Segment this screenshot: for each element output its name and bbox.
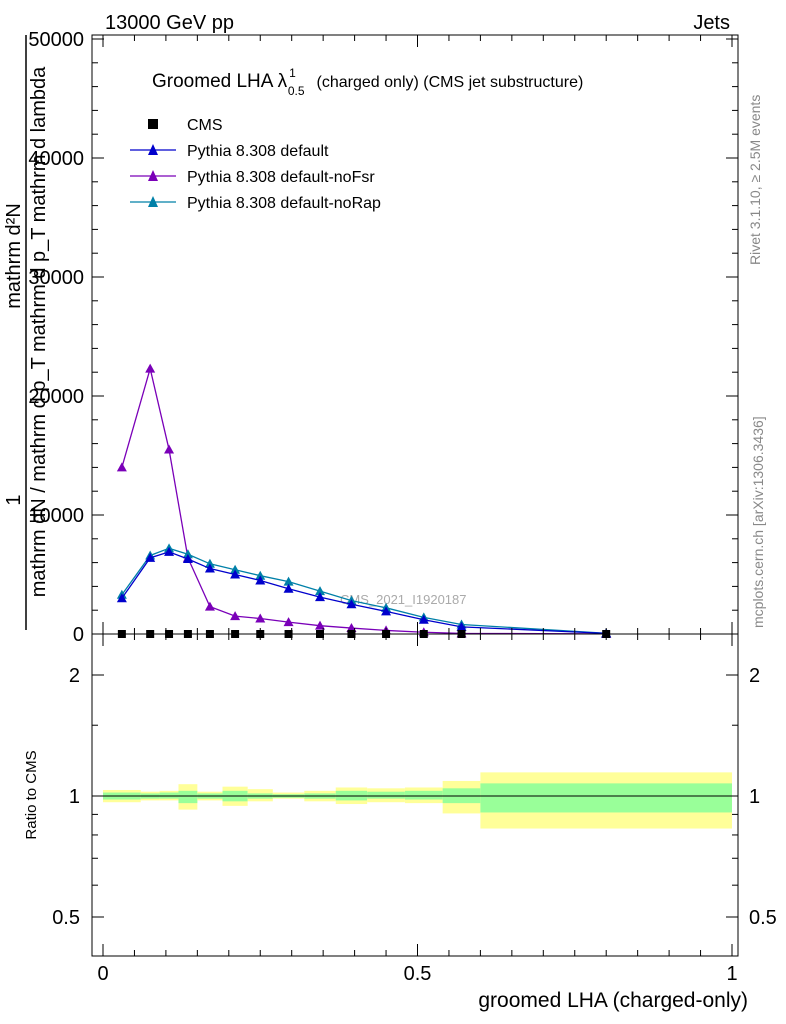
data-point [315,586,326,596]
legend-label: Pythia 8.308 default-noRap [187,195,381,212]
ylabel-line3: mathrm dN / mathrm d p_T mathrm d p_T ma… [28,66,50,597]
main-y-tick-label: 20000 [28,386,84,408]
data-point [204,563,215,573]
main-title-sup: 1 [289,66,296,80]
legend-marker [148,170,158,181]
data-point [255,613,266,623]
ratio-plot: 0.5 0.51 12 2 0 0.5 1 Ratio to CMS groomed LH… [23,633,777,1012]
ratio-y-tick-label-right: 0.5 [749,907,777,929]
data-point [230,611,241,621]
legend-label: Pythia 8.308 default [187,143,329,160]
rivet-label: Rivet 3.1.10, ≥ 2.5M events [747,95,763,265]
data-point [182,549,193,559]
ratio-inner-band [480,783,732,813]
legend-item: Pythia 8.308 default-noRap [130,195,381,212]
data-point [116,462,127,472]
data-point [381,606,392,616]
data-point [283,617,294,627]
data-point [346,623,357,633]
ratio-y-tick-label: 1 [69,786,80,808]
main-y-tick-label: 50000 [28,29,84,51]
legend-marker [148,119,158,129]
ratio-inner-band [178,790,198,804]
main-title-rest: (charged only) (CMS jet substructure) [317,74,584,91]
main-y-tick-label: 40000 [28,148,84,170]
main-title-text: Groomed LHA λ [152,71,288,92]
ratio-y-tick-label: 0.5 [52,907,80,929]
main-x-ticks [102,35,733,634]
data-point [230,564,241,574]
watermark: CMS_2021_I1920187 [340,592,467,607]
header-jets: Jets [693,12,730,34]
legend-item: Pythia 8.308 default-noFsr [130,169,375,186]
ratio-inner-band [404,790,443,800]
ratio-x-ticks: 0 0.5 1 [97,634,738,985]
legend: CMS Pythia 8.308 default Pythia 8.308 defa… [130,117,381,212]
legend-label: Pythia 8.308 default-noFsr [187,169,375,186]
ratio-y-tick-label: 2 [69,665,80,687]
data-point [182,554,193,564]
main-y-tick-label: 0 [73,624,84,646]
ratio-plot-frame [91,633,739,957]
data-point [418,614,429,624]
main-plot: CMS_2021_I1920187 0 10000 20000 30000 40000 5… [3,29,739,646]
main-y-ticks: 0 10000 20000 30000 40000 50000 [28,29,738,646]
data-point [346,599,357,609]
main-title: Groomed LHA λ 1 0.5 (charged only) (CMS jet… [152,66,583,98]
main-y-tick-label: 10000 [28,505,84,527]
legend-item: Pythia 8.308 default [130,143,329,160]
data-point [255,570,266,580]
data-point [315,620,326,630]
legend-label: CMS [187,117,223,134]
series-line [121,547,607,634]
main-y-tick-label: 30000 [28,267,84,289]
ratio-band-layer [103,772,732,829]
data-point [164,546,175,556]
ratio-y-ticks: 0.5 0.5 1 1 2 2 [52,665,777,929]
data-point [116,593,127,603]
x-tick-label: 0 [97,963,108,985]
ratio-inner-band [367,791,405,799]
ylabel-line1: 1 [3,494,25,505]
data-point [230,569,241,579]
data-point [255,575,266,585]
ratio-y-tick-label-right: 1 [749,786,760,808]
legend-marker [148,144,158,155]
ratio-y-tick-label-right: 2 [749,665,760,687]
legend-item: CMS [148,117,223,134]
data-point [145,552,156,562]
data-point [283,583,294,593]
x-axis-label: groomed LHA (charged-only) [478,989,748,1012]
series-3 [116,543,612,638]
data-point [315,592,326,602]
data-point [164,444,175,454]
data-point [283,576,294,586]
x-tick-label: 1 [726,963,737,985]
data-point [204,558,215,568]
mcplots-label: mcplots.cern.ch [arXiv:1306.3436] [750,416,766,628]
data-point [456,621,467,631]
data-point [204,601,215,611]
data-point [145,363,156,373]
legend-marker [148,196,158,207]
header-energy: 13000 GeV pp [105,12,234,34]
ratio-y-axis-label: Ratio to CMS [23,750,40,839]
main-title-sub: 0.5 [288,84,305,98]
main-y-axis-label: 1 mathrm d²N mathrm dN / mathrm d p_T ma… [3,35,50,630]
ylabel-line2: mathrm d²N [3,203,25,309]
x-tick-label: 0.5 [404,963,432,985]
